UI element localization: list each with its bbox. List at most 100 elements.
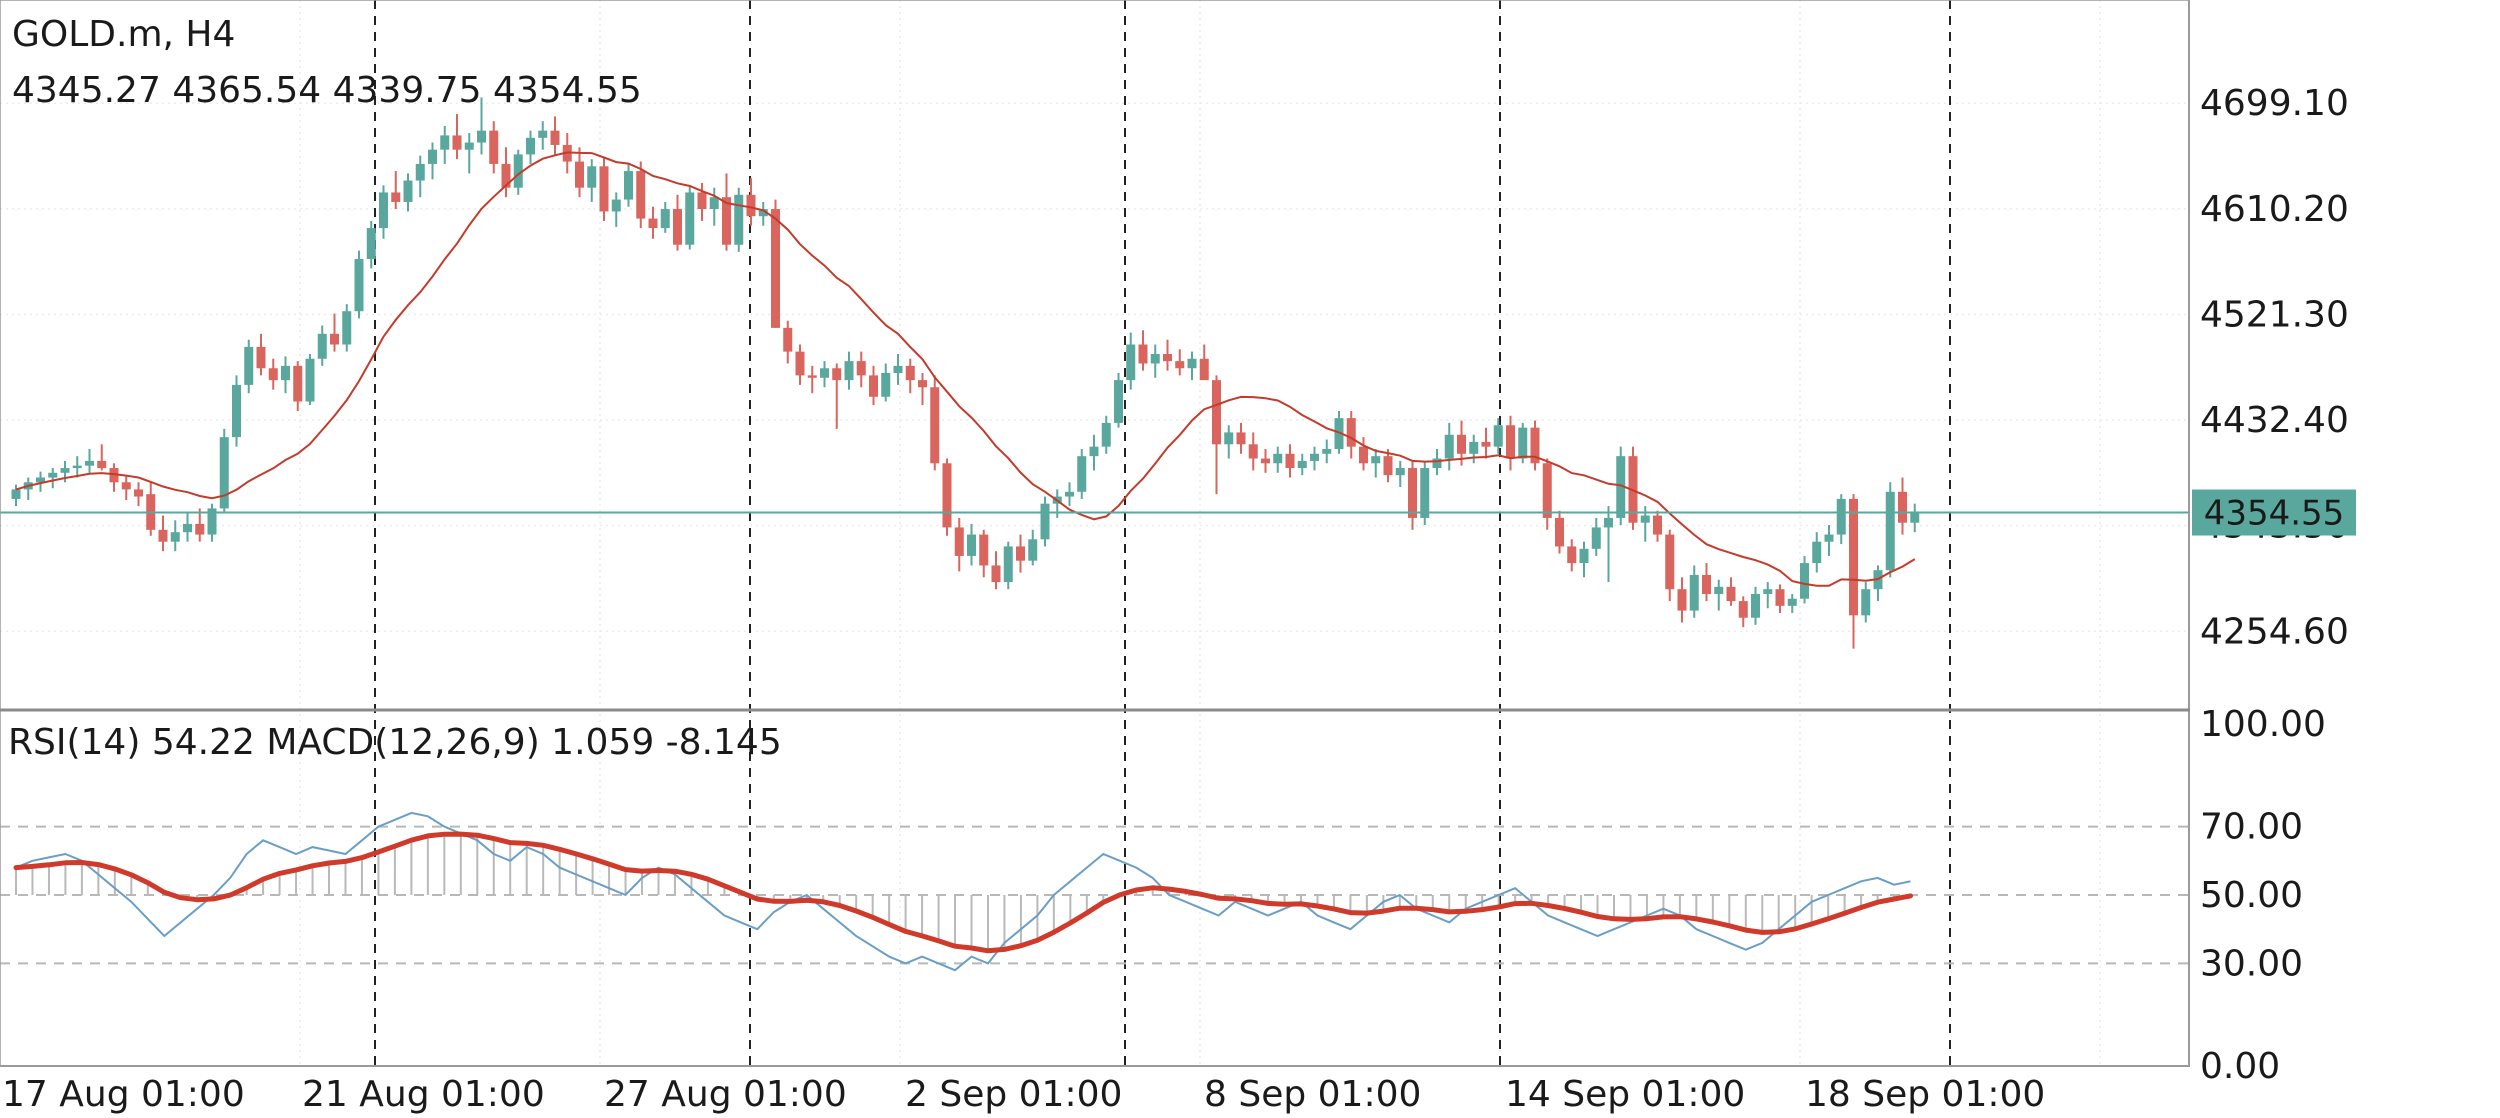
candle (72, 456, 82, 478)
candle-body (1787, 598, 1797, 606)
candle-body (72, 465, 82, 469)
rsi-levels (0, 825, 2190, 965)
moving-average-line (15, 151, 1916, 587)
candle-body (97, 460, 107, 469)
time-axis-label: 18 Sep 01:00 (1805, 1074, 2045, 1115)
candle-body (1175, 361, 1185, 369)
candle-body (195, 523, 205, 535)
candle (1800, 555, 1809, 604)
candle-body (452, 135, 462, 150)
candle (281, 356, 290, 394)
candle-body (1885, 491, 1895, 571)
candle (452, 114, 462, 160)
candle (722, 173, 731, 251)
candle (1665, 529, 1675, 602)
candle (109, 463, 119, 492)
candle (1322, 439, 1332, 464)
candle-body (807, 375, 817, 378)
candle-body (1016, 546, 1025, 561)
candle (1163, 339, 1172, 371)
candle-body (1199, 358, 1209, 381)
candle (1248, 432, 1258, 471)
candle (575, 147, 584, 198)
candle-body (771, 209, 780, 328)
candle-body (1665, 534, 1675, 590)
candle-body (489, 130, 499, 164)
candle (1824, 525, 1834, 556)
candle (1028, 529, 1038, 566)
candle-body (1371, 456, 1381, 464)
candle-body (1273, 453, 1283, 464)
candle (526, 130, 535, 164)
candle (856, 351, 866, 388)
candle (795, 344, 805, 385)
candle-body (219, 437, 229, 509)
candle (440, 125, 450, 164)
candle-body (293, 365, 303, 402)
candle (1040, 496, 1050, 547)
candle-body (1420, 468, 1430, 518)
candle-body (501, 163, 511, 188)
candle (1506, 415, 1515, 471)
time-axis-label: 2 Sep 01:00 (905, 1074, 1122, 1115)
candle (1016, 534, 1025, 573)
candle (354, 250, 364, 319)
candle (1077, 449, 1087, 499)
candle (256, 333, 266, 376)
candle (1542, 458, 1552, 530)
candle (1812, 532, 1822, 573)
candle (967, 523, 976, 566)
candle-body (1236, 432, 1246, 445)
candle (1689, 565, 1699, 618)
candle (219, 428, 229, 512)
candle-body (709, 197, 719, 210)
candle (1579, 541, 1589, 578)
candle (293, 361, 303, 412)
candle (1224, 425, 1234, 459)
candle-body (722, 197, 731, 245)
candle-body (440, 135, 450, 150)
candle (685, 185, 695, 250)
candle (820, 361, 829, 388)
rsi-axis-label: 70.00 (2200, 807, 2303, 848)
candle (97, 444, 107, 471)
candle-body (134, 489, 143, 497)
candle (1138, 330, 1148, 371)
grid (0, 0, 2190, 1066)
candle-body (183, 523, 192, 533)
candle-body (1653, 515, 1662, 535)
candle (587, 159, 597, 202)
candle-body (1310, 453, 1319, 461)
candle-body (832, 368, 842, 381)
candle (1297, 453, 1307, 476)
candle (268, 358, 278, 390)
candle (1359, 437, 1368, 471)
candle (1591, 517, 1601, 556)
candle-body (1506, 425, 1515, 459)
candle-body (1395, 468, 1405, 476)
candle (648, 206, 658, 239)
candle-body (1836, 498, 1846, 535)
candle-body (1150, 354, 1160, 364)
candle-body (232, 384, 241, 438)
candle (330, 313, 339, 352)
candle (918, 373, 927, 406)
candle (1861, 582, 1871, 623)
candle (1065, 482, 1074, 507)
candle (1885, 482, 1895, 578)
candle-body (391, 192, 401, 202)
candle-body (856, 361, 866, 376)
candle-body (1677, 589, 1687, 611)
candle (1775, 584, 1785, 613)
candle (991, 551, 1001, 590)
candle-body (1065, 491, 1074, 497)
candle (513, 149, 523, 195)
candle-body (1224, 432, 1234, 445)
candle (1383, 449, 1393, 483)
candle (11, 484, 21, 507)
candle (36, 471, 45, 492)
candle-body (48, 472, 58, 478)
candle-body (1028, 539, 1038, 561)
candle (1187, 351, 1197, 381)
candle (403, 173, 413, 212)
